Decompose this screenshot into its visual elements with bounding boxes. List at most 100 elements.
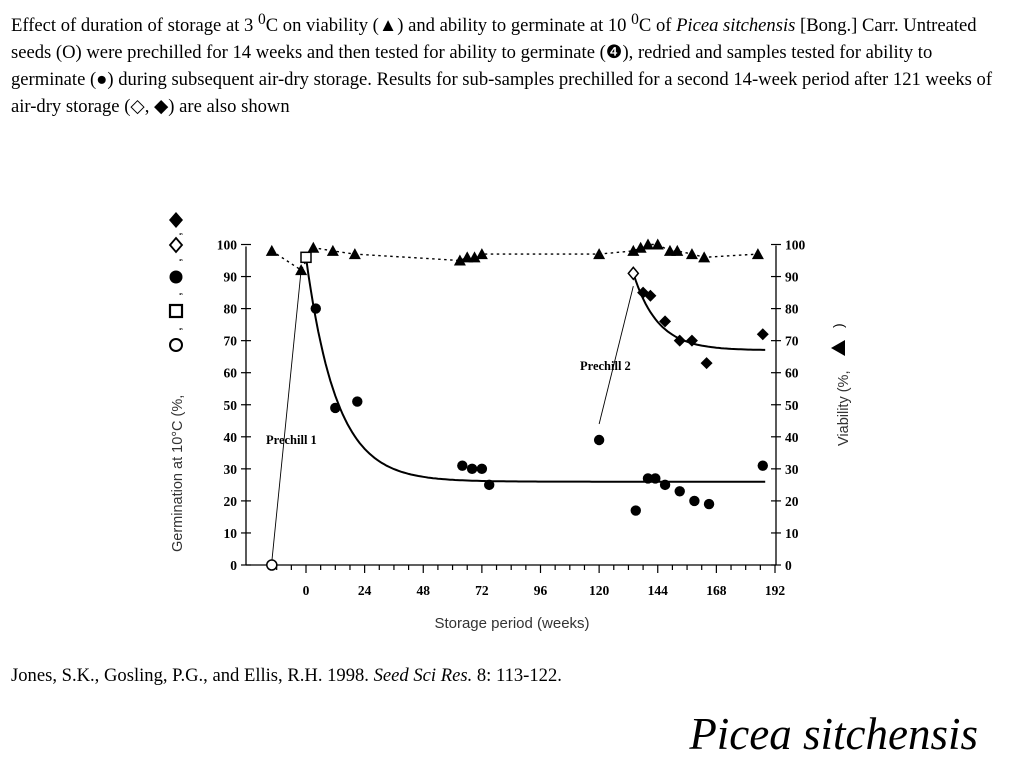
legend-separator: , [168, 292, 184, 296]
legend-triangle-icon [831, 340, 845, 356]
prechilled-open-square-marker [300, 251, 312, 264]
viability-triangle-marker [307, 241, 320, 253]
prechill-1-arrow [271, 270, 302, 562]
prechill-1-fit-curve [305, 257, 766, 483]
viability-triangle-marker [671, 244, 684, 256]
species-title: Picea sitchensis [689, 709, 978, 759]
air-dry-filled-circle-marker [757, 460, 768, 471]
legend-paren: ) [830, 323, 846, 328]
air-dry-filled-circle-marker [650, 473, 661, 484]
viability-triangle-marker [593, 248, 606, 260]
right-y-axis-title: Viability (%, [836, 371, 852, 446]
viability-triangle-marker [326, 244, 339, 256]
right-y-tick-label: 20 [785, 494, 799, 509]
right-y-tick-label: 60 [785, 366, 799, 381]
legend-open-diamond-icon [168, 236, 184, 254]
legend-open-square-icon [168, 303, 184, 319]
viability-triangle-marker [348, 248, 361, 260]
x-tick-label: 144 [648, 583, 669, 598]
right-y-tick-label: 40 [785, 430, 799, 445]
left-y-tick-label: 50 [224, 398, 238, 413]
left-y-tick-label: 0 [230, 558, 237, 573]
legend-separator: , [168, 258, 184, 262]
right-y-tick-label: 100 [785, 238, 806, 253]
x-tick-label: 120 [589, 583, 610, 598]
right-y-tick-label: 10 [785, 526, 799, 541]
left-y-tick-label: 100 [217, 238, 238, 253]
viability-triangle-marker [453, 254, 466, 266]
left-y-axis-title: Germination at 10°C (%, [170, 395, 186, 552]
legend-filled-circle-icon [169, 270, 183, 284]
right-y-tick-label: 80 [785, 302, 799, 317]
prechill-2-filled-diamond-marker [659, 315, 672, 328]
x-axis-title: Storage period (weeks) [434, 615, 589, 632]
x-tick-label: 168 [706, 583, 727, 598]
air-dry-filled-circle-marker [310, 303, 321, 314]
right-y-tick-label: 30 [785, 462, 799, 477]
figure-caption: Effect of duration of storage at 3 0C on… [11, 11, 993, 118]
air-dry-filled-circle-marker [330, 402, 341, 414]
viability-triangle-marker [475, 248, 488, 260]
air-dry-filled-circle-marker [466, 463, 478, 475]
air-dry-filled-circle-marker [674, 486, 685, 497]
viability-triangle-marker [751, 248, 764, 260]
viability-triangle-marker [641, 238, 654, 250]
left-y-tick-label: 60 [224, 366, 238, 381]
prechill-1-label: Prechill 1 [266, 433, 317, 447]
right-y-tick-label: 70 [785, 334, 799, 349]
air-dry-filled-circle-marker [703, 498, 715, 510]
viability-triangle-marker [698, 251, 711, 263]
air-dry-filled-circle-marker [484, 479, 495, 491]
x-tick-label: 72 [475, 583, 489, 598]
x-tick-label: 0 [303, 583, 310, 598]
x-tick-label: 24 [358, 583, 372, 598]
air-dry-filled-circle-marker [642, 473, 654, 484]
viability-triangle-marker [468, 251, 481, 263]
x-tick-label: 48 [416, 583, 430, 598]
viability-triangle-marker [685, 248, 698, 260]
air-dry-filled-circle-marker [457, 460, 468, 471]
right-y-tick-label: 50 [785, 398, 799, 413]
prechill-2-filled-diamond-marker [756, 328, 769, 341]
air-dry-filled-circle-marker [352, 396, 363, 407]
viability-dotted-line [271, 243, 758, 272]
right-y-tick-label: 90 [785, 270, 799, 285]
prechill-2-arrow [598, 286, 634, 425]
journal-name: Seed Sci Res. [373, 665, 473, 686]
air-dry-filled-circle-marker [659, 479, 671, 491]
left-y-tick-label: 40 [224, 430, 238, 445]
viability-triangle-marker [627, 244, 640, 256]
prechill-2-open-diamond-marker [627, 266, 640, 281]
left-y-tick-label: 10 [224, 526, 238, 541]
air-dry-filled-circle-marker [476, 463, 488, 475]
left-y-tick-label: 20 [224, 494, 238, 509]
left-y-tick-label: 70 [224, 334, 238, 349]
species-name: Picea sitchensis [676, 15, 796, 37]
citation: Jones, S.K., Gosling, P.G., and Ellis, R… [11, 665, 562, 686]
air-dry-filled-circle-marker [630, 505, 641, 516]
viability-triangle-marker [634, 241, 647, 253]
prechill-2-filled-diamond-marker [685, 334, 698, 347]
x-tick-label: 96 [534, 583, 548, 598]
viability-triangle-marker [651, 238, 664, 250]
x-tick-label: 192 [765, 583, 786, 598]
prechill-2-filled-diamond-marker [700, 357, 713, 370]
prechill-2-label: Prechill 2 [580, 359, 631, 373]
prechill-2-fit-curve [632, 272, 766, 351]
air-dry-filled-circle-marker [593, 434, 605, 446]
legend-separator: , [168, 327, 184, 331]
viability-triangle-marker [295, 264, 308, 276]
legend-separator: , [168, 232, 184, 236]
left-y-tick-label: 30 [224, 462, 238, 477]
prechill-2-filled-diamond-marker [644, 289, 657, 302]
legend-filled-diamond-icon [169, 212, 183, 228]
untreated-open-circle-marker [266, 559, 278, 571]
air-dry-filled-circle-marker [689, 495, 700, 507]
legend-open-circle-icon [169, 338, 183, 352]
left-y-tick-label: 90 [224, 270, 238, 285]
left-y-tick-label: 80 [224, 302, 238, 317]
right-y-tick-label: 0 [785, 558, 792, 573]
viability-triangle-marker [265, 244, 278, 256]
prechill-2-filled-diamond-marker [673, 334, 686, 347]
